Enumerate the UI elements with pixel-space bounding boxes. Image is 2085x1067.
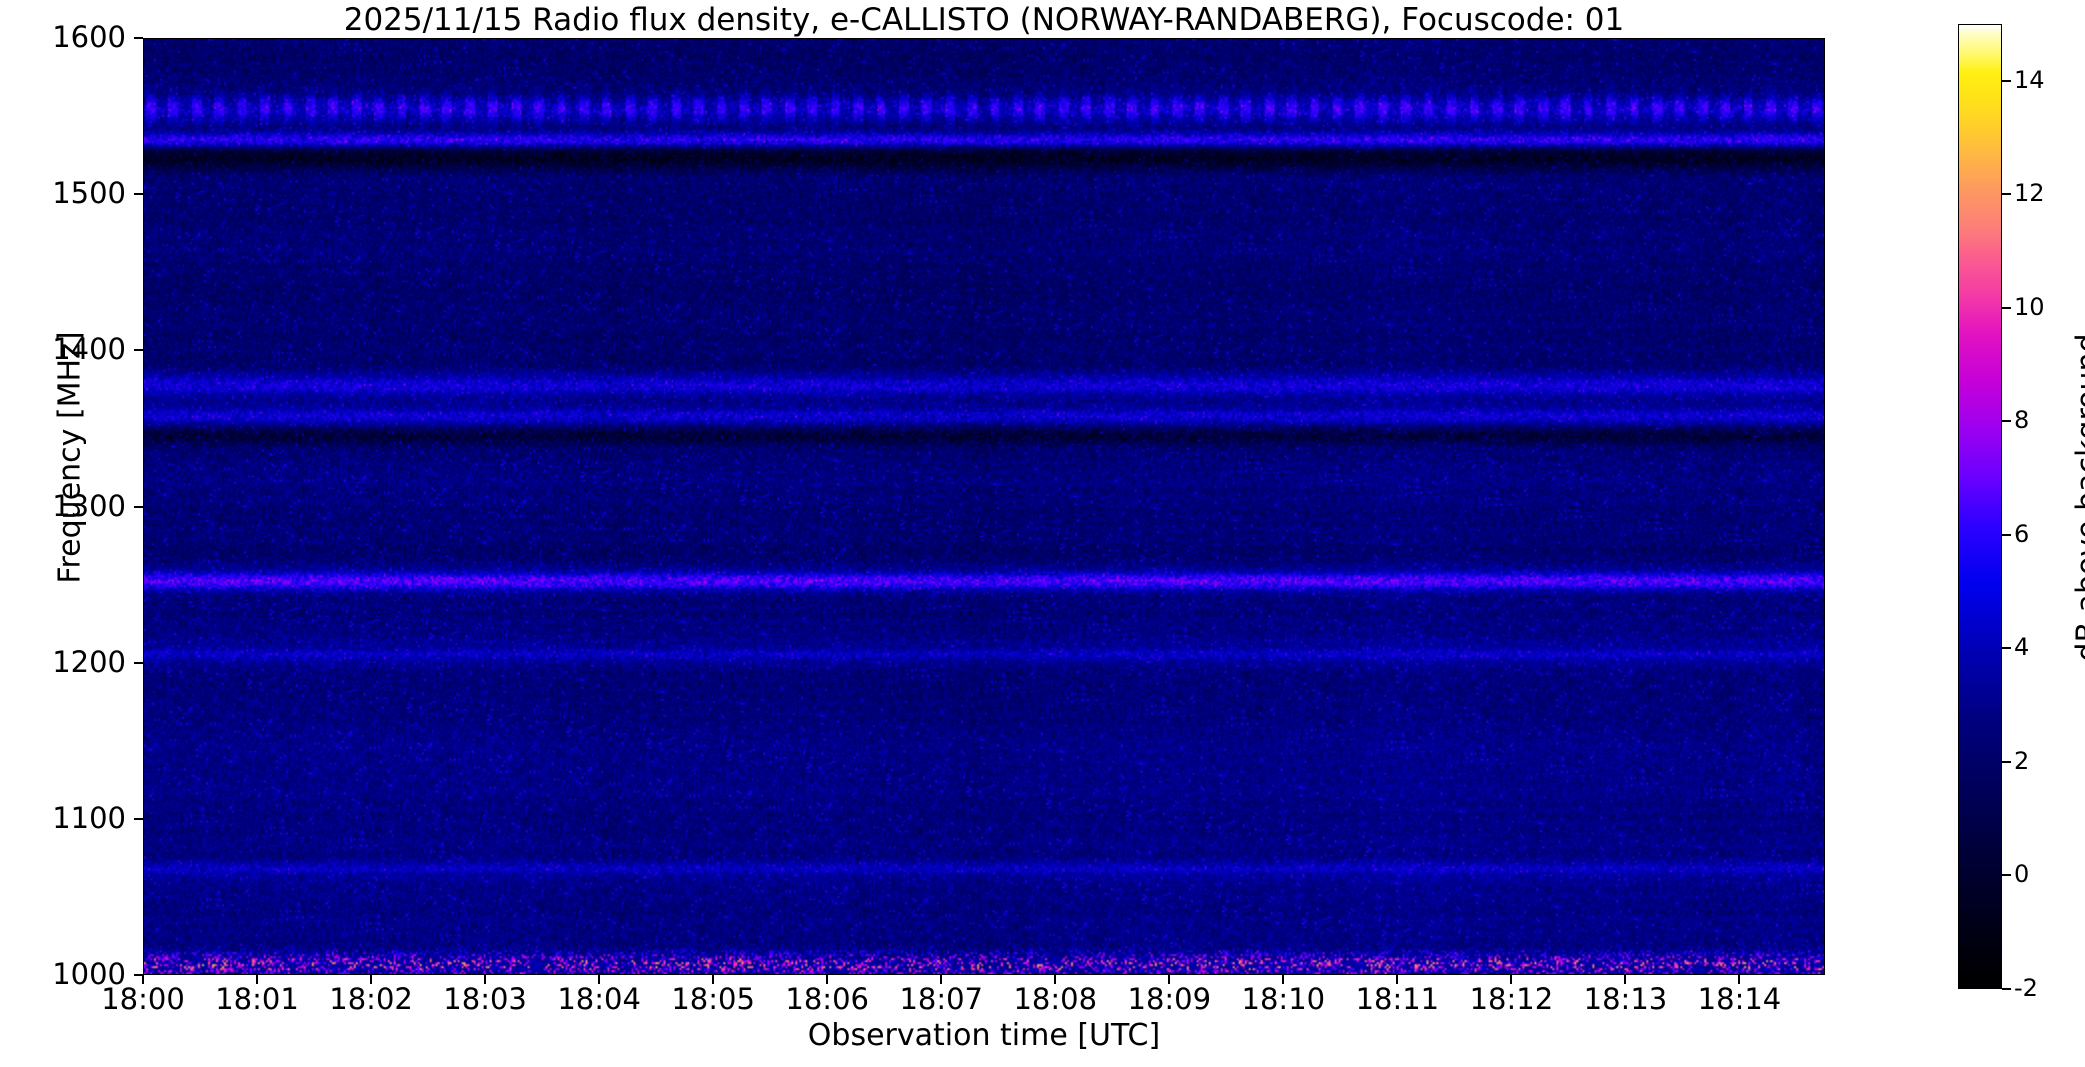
colorbar-tick-mark [2002, 79, 2011, 82]
x-tick-label: 18:09 [1127, 982, 1212, 1016]
y-tick-mark [134, 661, 143, 664]
x-tick-mark [940, 975, 943, 984]
x-tick-label: 18:00 [101, 982, 185, 1016]
y-tick-label: 1400 [52, 332, 126, 367]
colorbar-tick-mark [2002, 533, 2011, 536]
x-tick-mark [142, 975, 144, 984]
spectrogram-image [144, 39, 1824, 974]
y-tick-mark [134, 37, 143, 39]
x-tick-mark [1510, 975, 1513, 984]
y-tick-mark [134, 193, 143, 196]
y-tick-label: 1100 [52, 800, 126, 835]
colorbar-tick-mark [2002, 306, 2011, 309]
colorbar-tick-label: 12 [2014, 179, 2045, 208]
x-tick-mark [1168, 975, 1171, 984]
y-tick-mark [134, 505, 143, 508]
x-tick-mark [256, 975, 259, 984]
colorbar-tick-mark [2002, 647, 2011, 650]
colorbar-tick-label: -2 [2014, 974, 2038, 1002]
x-tick-mark [1282, 975, 1285, 984]
colorbar-tick-label: 6 [2014, 519, 2030, 548]
y-tick-label: 1300 [52, 488, 126, 523]
x-tick-mark [484, 975, 487, 984]
x-tick-mark [712, 975, 715, 984]
y-tick-label: 1200 [52, 644, 126, 679]
colorbar-tick-label: 0 [2014, 860, 2030, 889]
y-tick-mark [134, 817, 143, 820]
page-title: 2025/11/15 Radio flux density, e-CALLIST… [343, 2, 1625, 38]
x-tick-label: 18:01 [215, 982, 299, 1016]
colorbar-tick-mark [2002, 988, 2011, 990]
colorbar-tick-label: 8 [2014, 406, 2030, 435]
spectrogram-plot-area[interactable] [143, 38, 1825, 975]
x-tick-label: 18:12 [1469, 982, 1554, 1016]
x-tick-label: 18:13 [1583, 982, 1668, 1016]
x-tick-mark [1054, 975, 1057, 984]
y-axis-label: Frequency [MHz] [52, 331, 88, 584]
x-tick-label: 18:11 [1355, 982, 1440, 1016]
y-tick-mark [134, 974, 143, 976]
colorbar-tick-label: 2 [2014, 746, 2030, 775]
colorbar-tick-mark [2002, 420, 2011, 423]
x-tick-label: 18:08 [1013, 982, 1098, 1016]
x-tick-mark [370, 975, 373, 984]
x-tick-label: 18:06 [785, 982, 869, 1016]
colorbar-tick-label: 4 [2014, 633, 2030, 662]
x-axis-label: Observation time [UTC] [807, 1018, 1161, 1053]
colorbar-label: dB above background [2070, 333, 2085, 662]
colorbar-tick-mark [2002, 874, 2011, 877]
x-tick-mark [1396, 975, 1399, 984]
y-tick-label: 1500 [52, 176, 126, 211]
y-tick-label: 1000 [52, 957, 126, 991]
y-tick-label: 1600 [52, 20, 126, 54]
y-tick-mark [134, 349, 143, 352]
colorbar-tick-mark [2002, 193, 2011, 196]
x-tick-label: 18:02 [329, 982, 413, 1016]
x-tick-label: 18:04 [557, 982, 641, 1016]
x-tick-mark [826, 975, 829, 984]
x-tick-mark [1738, 975, 1741, 984]
x-tick-label: 18:03 [443, 982, 527, 1016]
x-tick-label: 18:10 [1241, 982, 1326, 1016]
x-tick-label: 18:05 [671, 982, 755, 1016]
x-tick-label: 18:07 [899, 982, 984, 1016]
x-tick-mark [598, 975, 601, 984]
colorbar-tick-mark [2002, 760, 2011, 763]
colorbar-gradient [1958, 24, 2002, 989]
x-tick-label: 18:14 [1697, 982, 1782, 1016]
x-tick-mark [1624, 975, 1627, 984]
colorbar-tick-label: 14 [2014, 65, 2045, 94]
colorbar-tick-label: 10 [2014, 292, 2045, 321]
